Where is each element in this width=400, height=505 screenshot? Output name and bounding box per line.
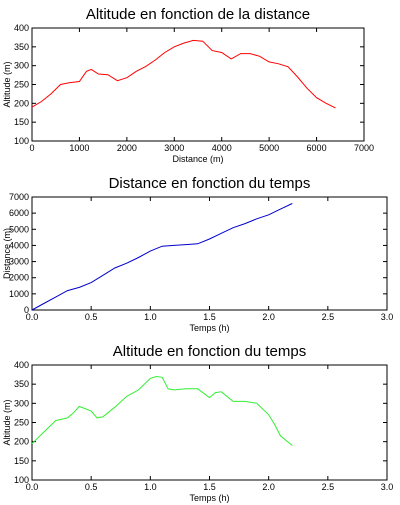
series-line [31, 39, 336, 109]
x-tick-label: 4000 [212, 143, 232, 153]
plot-area [31, 27, 365, 142]
y-tick-label: 250 [14, 80, 29, 90]
x-tick-label: 3.0 [381, 312, 394, 322]
x-axis-label: Distance (m) [172, 154, 223, 164]
x-tick-label: 2.5 [322, 482, 335, 492]
x-tick-label: 6000 [307, 143, 327, 153]
x-tick-label: 1.0 [144, 312, 157, 322]
y-tick-label: 1000 [9, 289, 29, 299]
plot-area [31, 364, 388, 481]
y-tick-label: 350 [14, 379, 29, 389]
y-tick-label: 350 [14, 42, 29, 52]
x-tick-label: 1.5 [203, 482, 216, 492]
x-tick-label: 0.5 [85, 482, 98, 492]
y-tick-label: 5000 [9, 224, 29, 234]
x-tick-label: 0.0 [26, 312, 39, 322]
y-tick-label: 400 [14, 360, 29, 370]
x-tick-label: 2.0 [262, 312, 275, 322]
x-axis-label: Temps (h) [189, 493, 229, 503]
y-tick-label: 100 [14, 475, 29, 485]
y-tick-label: 250 [14, 418, 29, 428]
y-tick-label: 300 [14, 398, 29, 408]
plot-area [31, 196, 388, 311]
x-tick-label: 3.0 [381, 482, 394, 492]
y-tick-label: 150 [14, 456, 29, 466]
x-tick-label: 1.5 [203, 312, 216, 322]
y-tick-label: 400 [14, 23, 29, 33]
x-tick-label: 0.0 [26, 482, 39, 492]
x-tick-label: 7000 [354, 143, 374, 153]
x-tick-label: 0 [29, 143, 34, 153]
y-tick-label: 3000 [9, 257, 29, 267]
chart-1: Altitude en fonction de la distance 0 1000… [2, 6, 374, 164]
y-tick-label: 300 [14, 61, 29, 71]
y-axis-label: Altitude (m) [2, 399, 12, 445]
chart-2: Distance en fonction du temps 0.0 0.5 1.0 1.… [2, 175, 394, 333]
x-tick-label: 2000 [117, 143, 137, 153]
chart-title: Altitude en fonction de la distance [86, 6, 310, 23]
x-tick-label: 1.0 [144, 482, 157, 492]
series-line [31, 203, 293, 311]
x-tick-label: 1000 [69, 143, 89, 153]
y-tick-label: 2000 [9, 273, 29, 283]
y-tick-label: 6000 [9, 208, 29, 218]
y-tick-label: 7000 [9, 192, 29, 202]
y-tick-label: 200 [14, 437, 29, 447]
y-axis-label: Altitude (m) [2, 61, 12, 107]
y-axis-label: Distance (m) [2, 228, 12, 279]
x-tick-label: 0.5 [85, 312, 98, 322]
chart-3: Altitude en fonction du temps 0.0 0.5 1.0 1.… [2, 343, 394, 503]
x-tick-label: 2.5 [322, 312, 335, 322]
y-tick-label: 4000 [9, 240, 29, 250]
y-tick-label: 0 [24, 305, 29, 315]
x-axis-label: Temps (h) [189, 323, 229, 333]
x-tick-label: 3000 [164, 143, 184, 153]
x-tick-label: 2.0 [262, 482, 275, 492]
chart-title: Distance en fonction du temps [109, 175, 311, 192]
series-line [31, 375, 293, 446]
y-tick-label: 150 [14, 117, 29, 127]
y-tick-label: 200 [14, 98, 29, 108]
y-tick-label: 100 [14, 136, 29, 146]
x-tick-label: 5000 [259, 143, 279, 153]
chart-title: Altitude en fonction du temps [113, 343, 306, 360]
